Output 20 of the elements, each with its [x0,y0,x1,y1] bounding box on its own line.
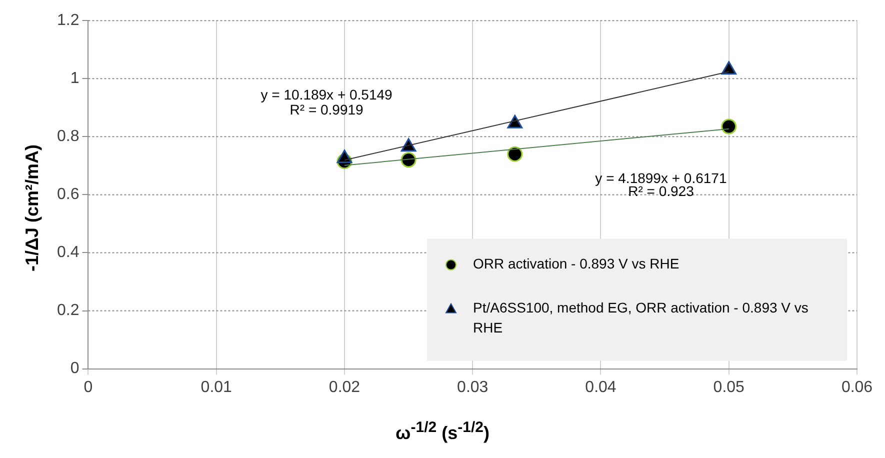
y-tick-label: 1 [70,70,80,88]
y-tick-label: 0.8 [56,128,80,146]
y-tick-label: 0.2 [56,302,80,320]
x-tick-label: 0.01 [200,378,232,396]
legend-label: Pt/A6SS100, method EG, ORR activation - 0.893 V vs RHE [473,300,808,336]
x-tick-label: 0.06 [841,378,873,396]
y-tick-label: 1.2 [56,12,80,30]
legend-label: ORR activation - 0.893 V vs RHE [473,256,680,272]
x-axis-title: ω$^{-1/2}$ (s$^{-1/2}$) [394,419,490,444]
y-axis-title: -1/ΔJ (cm²/mA) [22,144,43,272]
x-tick-label: 0.03 [457,378,488,396]
x-tick-label: 0.04 [585,378,616,396]
y-tick-label: 0.4 [56,244,80,262]
annotation: R² = 0.9919 [290,101,364,118]
x-tick-label: 0.05 [713,378,745,396]
x-tick-label: 0.02 [328,378,360,396]
x-tick-label: 0 [84,378,93,396]
annotation: y = 10.189x + 0.5149 [260,86,393,102]
y-tick-label: 0.6 [56,186,80,204]
y-tick-label: 0 [70,360,80,378]
